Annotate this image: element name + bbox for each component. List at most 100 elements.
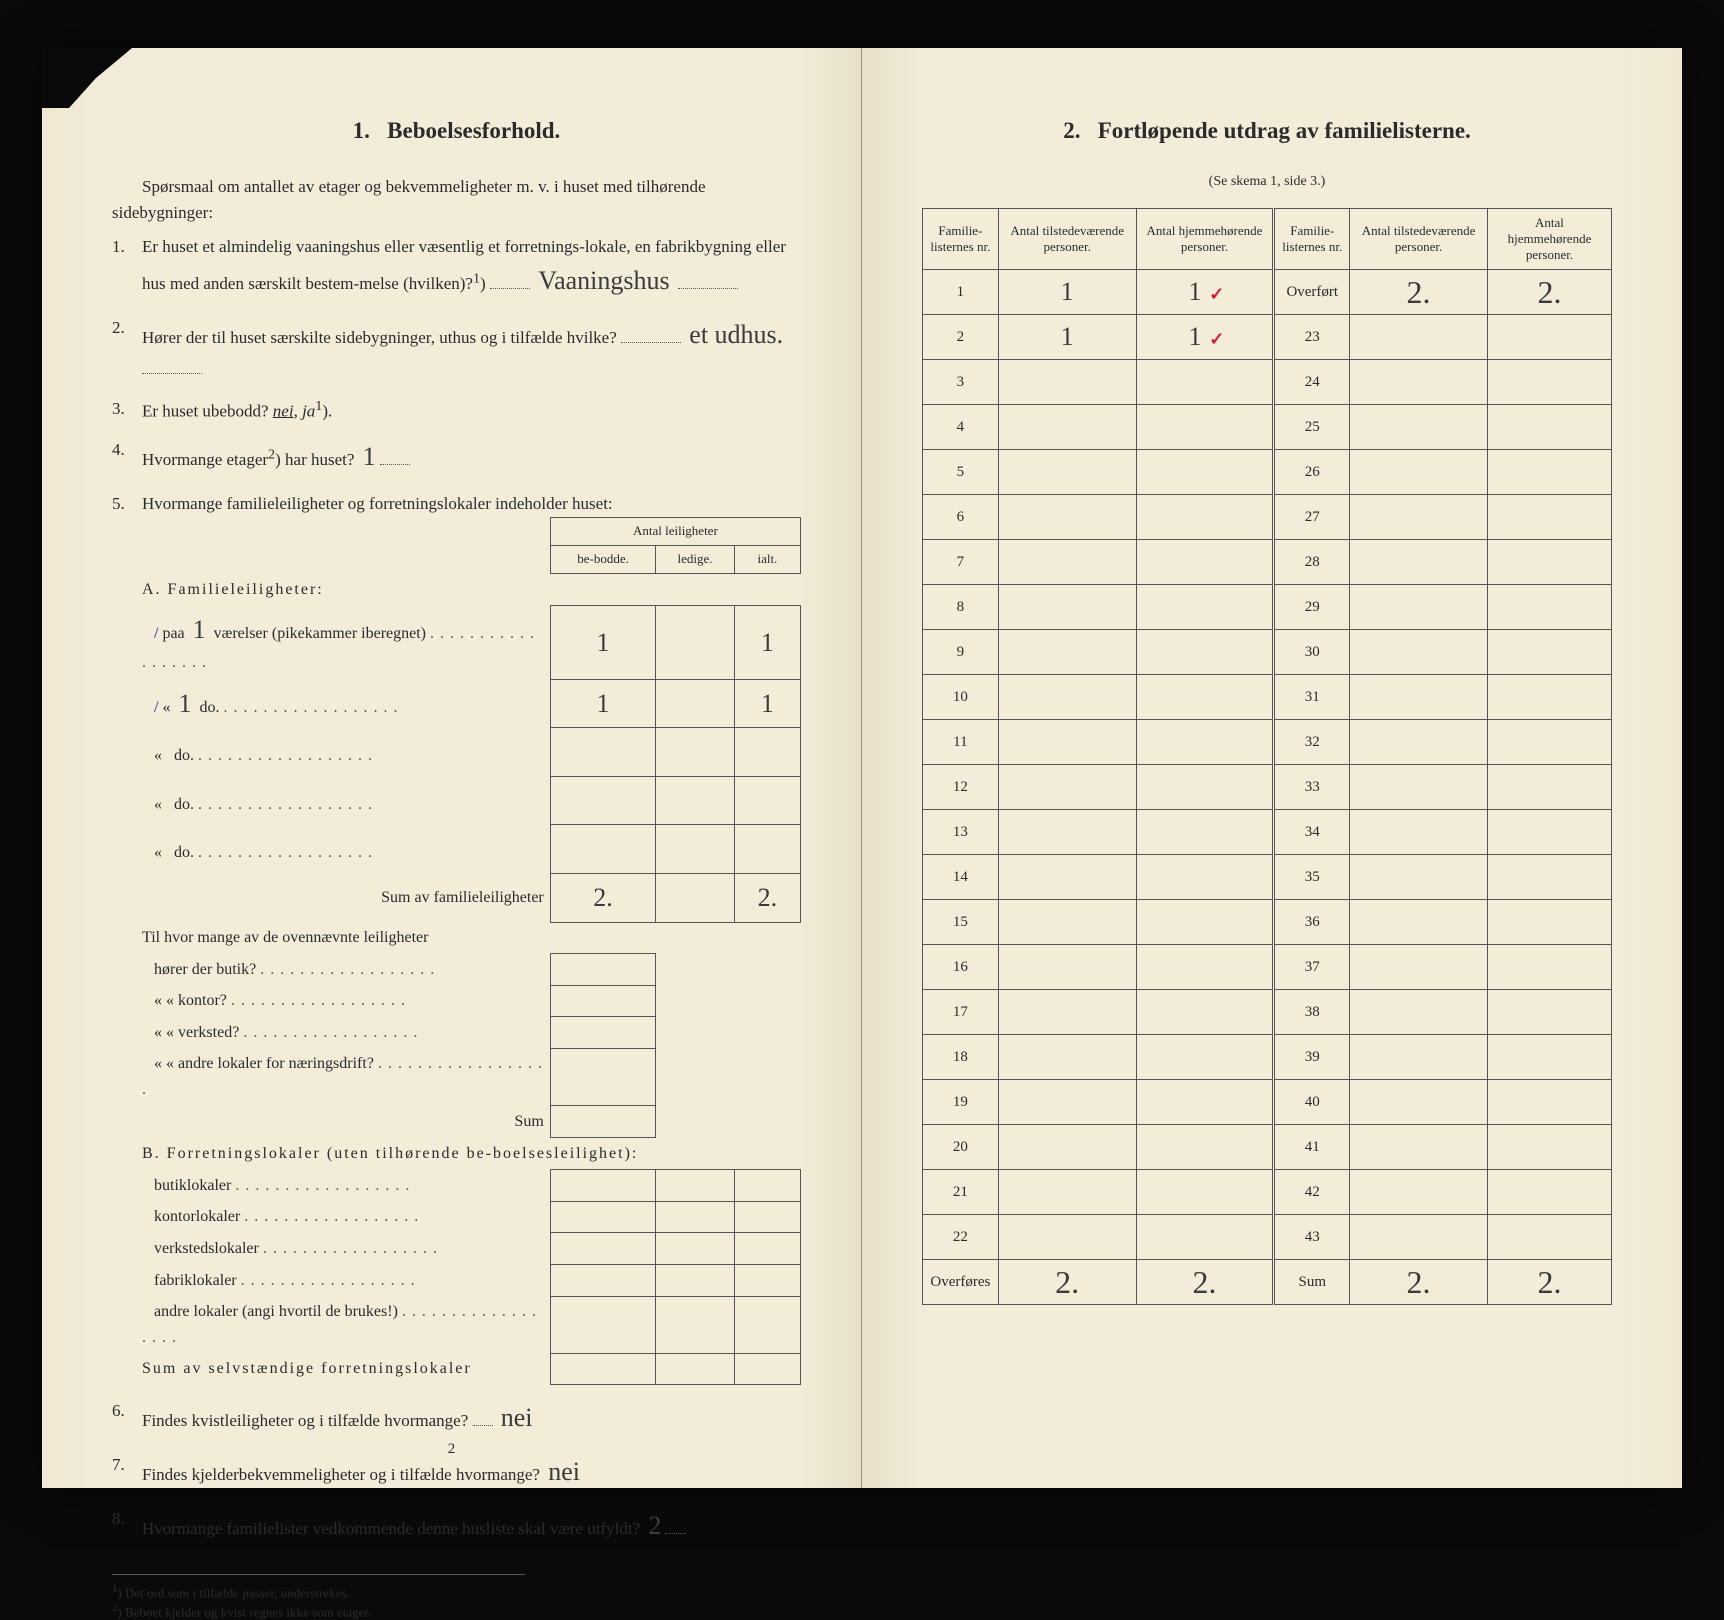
question-4: 4. Hvormange etager2) har huset? 1: [142, 436, 801, 478]
family-row: 1435: [923, 855, 1612, 900]
q1-text: Er huset et almindelig vaaningshus eller…: [142, 237, 786, 293]
sum-a-bebodde: 2.: [589, 883, 617, 912]
q4-text-b: ) har huset?: [275, 450, 354, 469]
sum-b-label: Sum av selvstændige forretningslokaler: [142, 1353, 550, 1385]
intro-text: Spørsmaal om antallet av etager og bekve…: [112, 174, 801, 225]
family-row: 1031: [923, 675, 1612, 720]
q2-text: Hører der til huset særskilte sidebygnin…: [142, 328, 617, 347]
footnotes: 1) Det ord som i tilfælde passer, unders…: [112, 1574, 525, 1620]
leil-row-a: « do.: [142, 825, 801, 874]
q8-num: 8.: [112, 1505, 125, 1532]
q2-answer: et udhus.: [685, 320, 787, 349]
leil-mid-row: « « kontor?: [142, 985, 801, 1017]
leil-row-b: andre lokaler (angi hvortil de brukes!): [142, 1296, 801, 1353]
question-6: 6. Findes kvistleiligheter og i tilfælde…: [142, 1397, 801, 1439]
leil-row-b: butiklokaler: [142, 1170, 801, 1202]
leil-mid-row: « « verksted?: [142, 1017, 801, 1049]
q7-text: Findes kjelderbekvemmeligheter og i tilf…: [142, 1465, 540, 1484]
q7-num: 7.: [112, 1451, 125, 1478]
family-row: 2243: [923, 1215, 1612, 1260]
section-a-title: A. Familieleiligheter:: [142, 573, 801, 606]
footnote-2: 2) Beboet kjelder og kvist regnes ikke s…: [112, 1602, 525, 1620]
footer-label-2: Sum: [1274, 1260, 1350, 1305]
family-row: 2142: [923, 1170, 1612, 1215]
family-row: 1536: [923, 900, 1612, 945]
fam-h6: Antal hjemmehørende personer.: [1487, 209, 1611, 270]
leil-h2: ledige.: [656, 545, 734, 573]
question-5: 5. Hvormange familieleiligheter og forre…: [142, 490, 801, 1385]
fam-h5: Antal tilstedeværende personer.: [1350, 209, 1488, 270]
q1-sup: 1: [473, 271, 480, 287]
fam-h4: Familie-listernes nr.: [1274, 209, 1350, 270]
family-row: 1839: [923, 1035, 1612, 1080]
question-3: 3. Er huset ubebodd? nei, ja1).: [142, 395, 801, 425]
family-row: 1738: [923, 990, 1612, 1035]
right-page: 2. Fortløpende utdrag av familielisterne…: [862, 48, 1682, 1488]
question-8: 8. Hvormange familielister vedkommende d…: [142, 1505, 801, 1547]
leil-h1: be-bodde.: [550, 545, 656, 573]
section-1-title: 1. Beboelsesforhold.: [112, 118, 801, 144]
q8-text: Hvormange familielister vedkommende denn…: [142, 1519, 640, 1538]
family-row: 1334: [923, 810, 1612, 855]
left-page: 1. Beboelsesforhold. Spørsmaal om antall…: [42, 48, 862, 1488]
sum-a-label: Sum av familieleiligheter: [142, 873, 550, 922]
leilighet-table: Antal leiligheter be-bodde. ledige. ialt…: [142, 517, 801, 1385]
family-row: 526: [923, 450, 1612, 495]
questions-list: 1. Er huset et almindelig vaaningshus el…: [112, 233, 801, 1546]
q3-nei: nei: [273, 401, 294, 420]
page-number: 2: [448, 1441, 456, 1458]
q2-num: 2.: [112, 314, 125, 341]
document-spread: 1. Beboelsesforhold. Spørsmaal om antall…: [42, 48, 1682, 1488]
family-row: 930: [923, 630, 1612, 675]
sum-a-ledige: [656, 873, 734, 922]
family-row: 1233: [923, 765, 1612, 810]
section-2-title: 2. Fortløpende utdrag av familielisterne…: [922, 118, 1612, 144]
q8-answer: 2: [644, 1511, 665, 1540]
q6-num: 6.: [112, 1397, 125, 1424]
family-row: 2041: [923, 1125, 1612, 1170]
question-7: 7. Findes kjelderbekvemmeligheter og i t…: [142, 1451, 801, 1493]
sub-caption: (Se skema 1, side 3.): [922, 174, 1612, 190]
leil-mid-row: hører der butik?: [142, 954, 801, 986]
leil-row-b: verkstedslokaler: [142, 1233, 801, 1265]
leil-row-b: fabriklokaler: [142, 1265, 801, 1297]
section-title-text: Beboelsesforhold.: [387, 118, 560, 143]
q3-text: Er huset ubebodd?: [142, 401, 269, 420]
leil-row-a: « do.: [142, 776, 801, 825]
question-2: 2. Hører der til huset særskilte sidebyg…: [142, 314, 801, 383]
q1-num: 1.: [112, 233, 125, 260]
family-row: 324: [923, 360, 1612, 405]
footnote-1: 1) Det ord som i tilfælde passer, unders…: [112, 1583, 525, 1601]
q6-text: Findes kvistleiligheter og i tilfælde hv…: [142, 1411, 468, 1430]
q3-num: 3.: [112, 395, 125, 422]
leil-row-a: « do.: [142, 728, 801, 777]
mid-q: Til hvor mange av de ovennævnte leilighe…: [142, 922, 550, 954]
q5-num: 5.: [112, 490, 125, 517]
section-b-title: B. Forretningslokaler (uten tilhørende b…: [142, 1137, 801, 1170]
leil-h3: ialt.: [734, 545, 800, 573]
q1-answer: Vaaningshus: [534, 266, 673, 295]
family-row: 627: [923, 495, 1612, 540]
section-2-num: 2.: [1063, 118, 1080, 143]
fam-h2: Antal tilstedeværende personer.: [998, 209, 1136, 270]
mid-sum: Sum: [142, 1106, 550, 1138]
leil-row-b: kontorlokaler: [142, 1201, 801, 1233]
family-row: 829: [923, 585, 1612, 630]
fam-h3: Antal hjemmehørende personer.: [1136, 209, 1274, 270]
q4-text-a: Hvormange etager: [142, 450, 268, 469]
fam-h1: Familie-listernes nr.: [923, 209, 999, 270]
footer-v2: 2.: [1192, 1264, 1216, 1300]
sum-a-ialt: 2.: [754, 883, 782, 912]
q6-answer: nei: [497, 1403, 537, 1432]
family-row: 111 ✓Overført2.2.: [923, 270, 1612, 315]
family-row: 425: [923, 405, 1612, 450]
q4-num: 4.: [112, 436, 125, 463]
q5-text: Hvormange familieleiligheter og forretni…: [142, 494, 613, 513]
q3-ja: ja: [302, 401, 315, 420]
family-table: Familie-listernes nr. Antal tilstedevære…: [922, 208, 1612, 1305]
question-1: 1. Er huset et almindelig vaaningshus el…: [142, 233, 801, 302]
footer-v1: 2.: [1055, 1264, 1079, 1300]
family-row: 1637: [923, 945, 1612, 990]
family-row: 1940: [923, 1080, 1612, 1125]
family-row: 1132: [923, 720, 1612, 765]
